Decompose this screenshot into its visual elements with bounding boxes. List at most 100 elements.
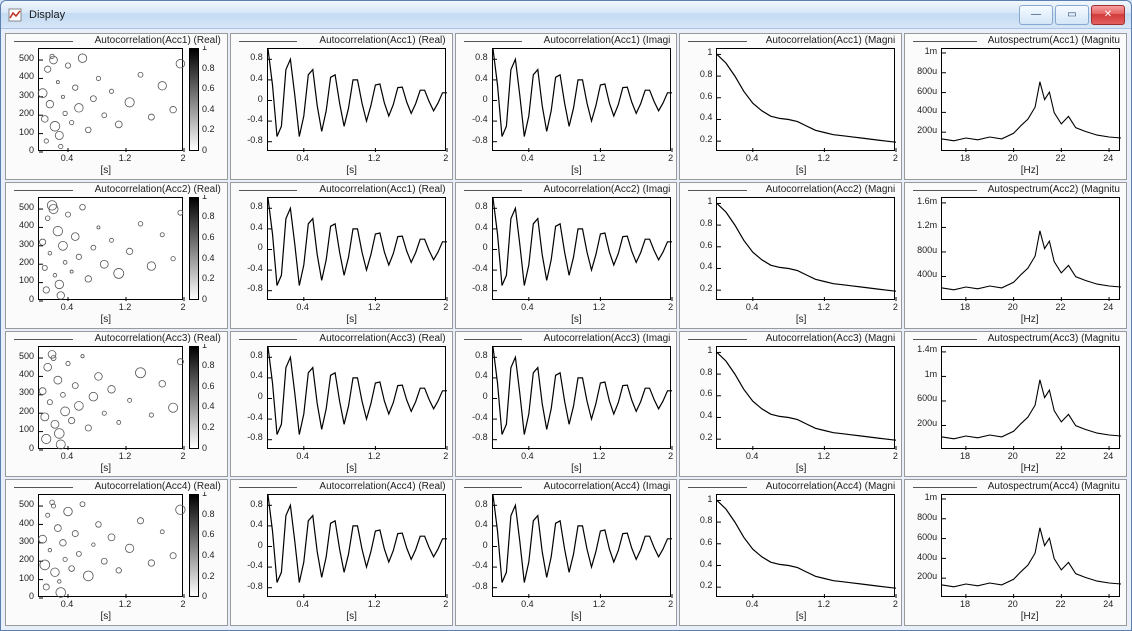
ytick: 1 — [680, 345, 712, 355]
ytick: 1m — [905, 46, 937, 56]
xlabel: [s] — [571, 463, 582, 474]
xtick: 2 — [436, 302, 453, 312]
ytick: -0.8 — [456, 581, 488, 591]
xlabel: [s] — [101, 463, 112, 474]
plot-cell-r4-c5[interactable]: Autospectrum(Acc4) (Magnitu18202224[Hz]2… — [904, 479, 1127, 626]
ytick: 200 — [6, 554, 34, 564]
ytick: 600u — [905, 532, 937, 542]
xtick: 22 — [1051, 302, 1071, 312]
ytick: 0.8 — [456, 201, 488, 211]
minimize-button[interactable]: — — [1019, 5, 1053, 25]
ytick: 0.2 — [680, 134, 712, 144]
maximize-button[interactable]: ▭ — [1055, 5, 1089, 25]
plot-cell-r3-c3[interactable]: Autocorrelation(Acc3) (Imagi0.41.22[s]-0… — [455, 331, 678, 478]
ytick: 0 — [6, 591, 34, 601]
ytick: 0.8 — [456, 350, 488, 360]
plot-cell-r4-c1[interactable]: Autocorrelation(Acc4) (Real)0.41.22[s]01… — [5, 479, 228, 626]
ytick: -0.4 — [231, 560, 263, 570]
xlabel: [s] — [796, 165, 807, 176]
titlebar[interactable]: Display — ▭ ✕ — [1, 1, 1131, 29]
ytick: 300 — [6, 90, 34, 100]
ytick: 0.6 — [680, 240, 712, 250]
ytick: -0.8 — [231, 283, 263, 293]
plot-cell-r1-c3[interactable]: Autocorrelation(Acc1) (Imagi0.41.22[s]-0… — [455, 33, 678, 180]
plot-axes — [267, 48, 446, 151]
plot-title: Autocorrelation(Acc2) (Magni — [764, 184, 898, 195]
plot-cell-r4-c2[interactable]: Autocorrelation(Acc4) (Real)0.41.22[s]-0… — [230, 479, 453, 626]
ytick: 400u — [905, 105, 937, 115]
plot-cell-r2-c5[interactable]: Autospectrum(Acc2) (Magnitu18202224[Hz]4… — [904, 182, 1127, 329]
xlabel: [s] — [796, 314, 807, 325]
ytick: 0.8 — [680, 515, 712, 525]
plot-cell-r1-c4[interactable]: Autocorrelation(Acc1) (Magni0.41.22[s]0.… — [679, 33, 902, 180]
plot-cell-r2-c1[interactable]: Autocorrelation(Acc2) (Real)0.41.22[s]01… — [5, 182, 228, 329]
plot-cell-r1-c2[interactable]: Autocorrelation(Acc1) (Real)0.41.22[s]-0… — [230, 33, 453, 180]
plot-title: Autocorrelation(Acc3) (Imagi — [542, 333, 673, 344]
colorbar-tick: 0.8 — [202, 360, 215, 370]
plot-axes — [492, 494, 671, 597]
xtick: 0.4 — [293, 451, 313, 461]
xtick: 2 — [661, 451, 678, 461]
colorbar-tick: 0 — [202, 591, 207, 601]
ytick: 0 — [456, 540, 488, 550]
xtick: 18 — [955, 153, 975, 163]
plot-cell-r2-c3[interactable]: Autocorrelation(Acc2) (Imagi0.41.22[s]-0… — [455, 182, 678, 329]
ytick: 0.8 — [680, 367, 712, 377]
ytick: 400 — [6, 71, 34, 81]
colorbar-tick: 0 — [202, 294, 207, 304]
ytick: 0.4 — [231, 370, 263, 380]
ytick: 200 — [6, 108, 34, 118]
plot-cell-r3-c2[interactable]: Autocorrelation(Acc3) (Real)0.41.22[s]-0… — [230, 331, 453, 478]
ytick: 0.4 — [680, 261, 712, 271]
ytick: 0.8 — [231, 201, 263, 211]
plot-cell-r3-c4[interactable]: Autocorrelation(Acc3) (Magni0.41.22[s]0.… — [679, 331, 902, 478]
plot-axes — [941, 494, 1120, 597]
close-button[interactable]: ✕ — [1091, 5, 1125, 25]
xlabel: [Hz] — [1021, 314, 1039, 325]
xtick: 1.2 — [115, 451, 135, 461]
plot-axes — [492, 346, 671, 449]
ytick: -0.8 — [231, 581, 263, 591]
plot-cell-r1-c1[interactable]: Autocorrelation(Acc1) (Real)0.41.22[s]01… — [5, 33, 228, 180]
ytick: 0 — [456, 391, 488, 401]
xtick: 2 — [885, 451, 902, 461]
plot-cell-r4-c4[interactable]: Autocorrelation(Acc4) (Magni0.41.22[s]0.… — [679, 479, 902, 626]
plot-cell-r2-c4[interactable]: Autocorrelation(Acc2) (Magni0.41.22[s]0.… — [679, 182, 902, 329]
plot-cell-r4-c3[interactable]: Autocorrelation(Acc4) (Imagi0.41.22[s]-0… — [455, 479, 678, 626]
xlabel: [s] — [571, 611, 582, 622]
colorbar-tick: 0.6 — [202, 83, 215, 93]
plot-cell-r3-c5[interactable]: Autospectrum(Acc3) (Magnitu18202224[Hz]2… — [904, 331, 1127, 478]
ytick: 0.4 — [680, 112, 712, 122]
colorbar-tick: 0.6 — [202, 529, 215, 539]
xtick: 18 — [955, 302, 975, 312]
ytick: 0.6 — [680, 91, 712, 101]
xtick: 0.4 — [293, 153, 313, 163]
maximize-icon: ▭ — [1067, 9, 1076, 20]
colorbar-tick: 0.8 — [202, 211, 215, 221]
ytick: -0.8 — [456, 432, 488, 442]
ytick: 0 — [6, 145, 34, 155]
ytick: 0 — [231, 540, 263, 550]
xlabel: [s] — [796, 463, 807, 474]
plot-cell-r2-c2[interactable]: Autocorrelation(Acc1) (Real)0.41.22[s]-0… — [230, 182, 453, 329]
xtick: 2 — [436, 451, 453, 461]
ytick: 1 — [680, 494, 712, 504]
plot-title: Autospectrum(Acc3) (Magnitu — [986, 333, 1122, 344]
xtick: 0.4 — [742, 599, 762, 609]
colorbar-tick: 0.2 — [202, 422, 215, 432]
xtick: 1.2 — [814, 302, 834, 312]
plot-cell-r3-c1[interactable]: Autocorrelation(Acc3) (Real)0.41.22[s]01… — [5, 331, 228, 478]
ytick: 0.8 — [680, 69, 712, 79]
plot-axes — [941, 197, 1120, 300]
plot-title: Autospectrum(Acc1) (Magnitu — [986, 35, 1122, 46]
xtick: 1.2 — [589, 302, 609, 312]
xtick: 2 — [173, 153, 193, 163]
xlabel: [s] — [346, 314, 357, 325]
xtick: 0.4 — [57, 302, 77, 312]
plot-cell-r1-c5[interactable]: Autospectrum(Acc1) (Magnitu18202224[Hz]2… — [904, 33, 1127, 180]
minimize-icon: — — [1031, 9, 1041, 20]
ytick: 0.4 — [456, 519, 488, 529]
ytick: 800u — [905, 66, 937, 76]
xtick: 20 — [1003, 302, 1023, 312]
colorbar-tick: 0.2 — [202, 571, 215, 581]
